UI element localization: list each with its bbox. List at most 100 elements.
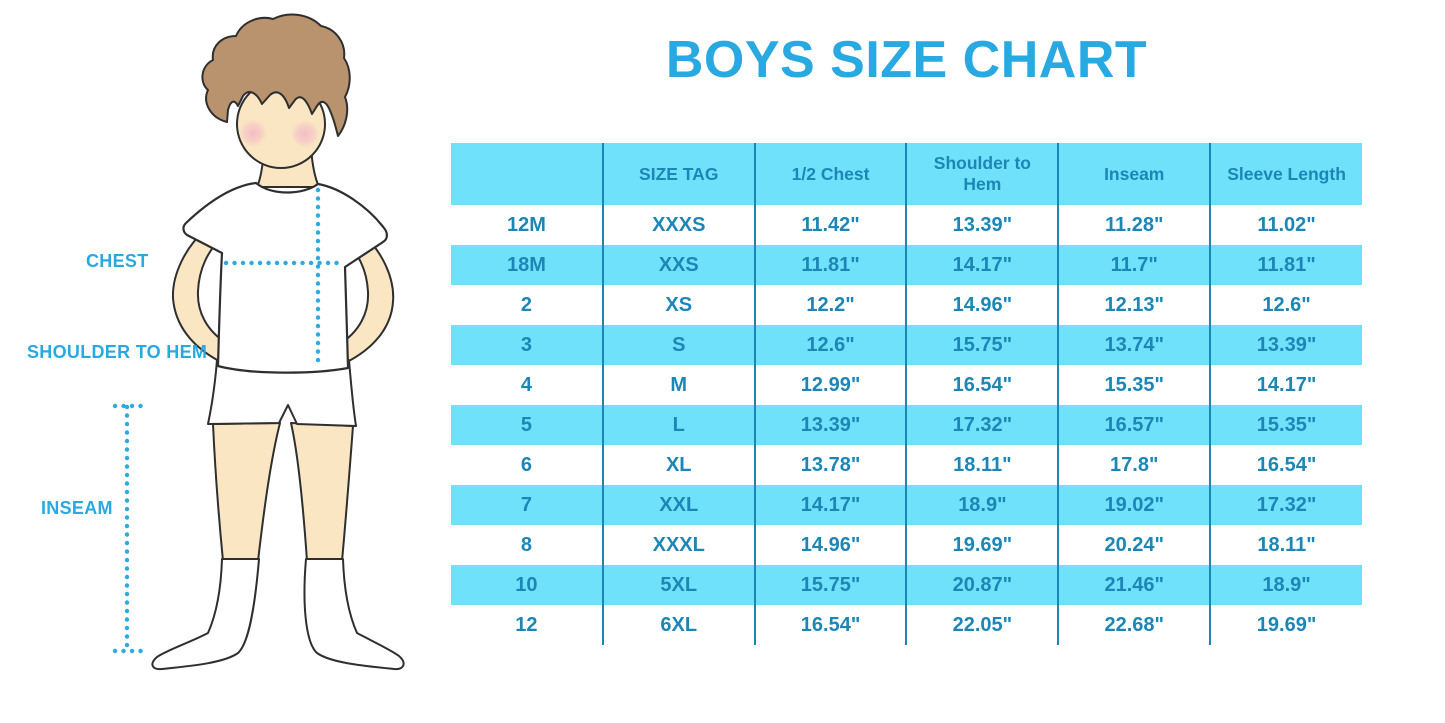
measurement-cell: 16.54" — [906, 365, 1060, 405]
header-label: Inseam — [1104, 163, 1165, 184]
measurement-cell: 15.75" — [906, 325, 1060, 365]
size-label-cell: 18M — [451, 245, 604, 285]
header-label: SIZE TAG — [639, 163, 719, 184]
size-table: SIZE TAG 1/2 Chest Shoulder to Hem Insea… — [451, 143, 1362, 645]
measurement-cell: 12.6" — [754, 325, 908, 365]
measurement-cell: 11.02" — [1210, 205, 1362, 245]
size-label-cell: 7 — [451, 485, 604, 525]
figure-area: CHEST SHOULDER TO HEM INSEAM — [0, 0, 450, 723]
measurement-cell: 12.99" — [754, 365, 908, 405]
measurement-cell: 20.24" — [1058, 525, 1212, 565]
measurement-cell: XL — [602, 445, 756, 485]
size-label-cell: 5 — [451, 405, 604, 445]
header-row: SIZE TAG 1/2 Chest Shoulder to Hem Insea… — [451, 143, 1362, 205]
measurement-cell: 12.6" — [1210, 285, 1362, 325]
table-row: 10 5XL 15.75" 20.87" 21.46" 18.9" — [451, 565, 1362, 605]
shoulder-to-hem-label: SHOULDER TO HEM — [27, 342, 208, 362]
header-cell-size-tag: SIZE TAG — [602, 143, 756, 205]
measurement-cell: 20.87" — [906, 565, 1060, 605]
table-row: 4 M 12.99" 16.54" 15.35" 14.17" — [451, 365, 1362, 405]
header-cell-size — [451, 143, 604, 205]
measurement-cell: 5XL — [602, 565, 756, 605]
measurement-cell: 16.54" — [1210, 445, 1362, 485]
measurement-cell: 6XL — [602, 605, 756, 645]
header-label: Shoulder to Hem — [933, 153, 1031, 194]
measurement-cell: 19.69" — [1210, 605, 1362, 645]
table-row: 8 XXXL 14.96" 19.69" 20.24" 18.11" — [451, 525, 1362, 565]
measurement-cell: 22.68" — [1058, 605, 1212, 645]
page-title: BOYS SIZE CHART — [665, 31, 1148, 89]
measurement-cell: 16.57" — [1058, 405, 1212, 445]
table-row: 18M XXS 11.81" 14.17" 11.7" 11.81" — [451, 245, 1362, 285]
table-row: 2 XS 12.2" 14.96" 12.13" 12.6" — [451, 285, 1362, 325]
boy-illustration — [112, 13, 405, 671]
size-label-cell: 4 — [451, 365, 604, 405]
boy-shorts — [207, 359, 357, 427]
measurement-cell: XXXL — [602, 525, 756, 565]
size-label-cell: 8 — [451, 525, 604, 565]
measurement-cell: 22.05" — [906, 605, 1060, 645]
size-label-cell: 10 — [451, 565, 604, 605]
measurement-cell: 19.02" — [1058, 485, 1212, 525]
measurement-cell: 15.35" — [1210, 405, 1362, 445]
measurement-cell: 21.46" — [1058, 565, 1212, 605]
size-label-cell: 3 — [451, 325, 604, 365]
measurement-cell: 16.54" — [754, 605, 908, 645]
table-row: 3 S 12.6" 15.75" 13.74" 13.39" — [451, 325, 1362, 365]
boy-left-leg — [212, 422, 281, 562]
measurement-cell: S — [602, 325, 756, 365]
measurement-cell: 18.9" — [1210, 565, 1362, 605]
boy-shirt — [182, 181, 388, 374]
measurement-cell: 14.96" — [754, 525, 908, 565]
header-label: Sleeve Length — [1227, 163, 1346, 184]
measurement-cell: 11.7" — [1058, 245, 1212, 285]
boy-right-leg — [290, 422, 354, 562]
table-row: 6 XL 13.78" 18.11" 17.8" 16.54" — [451, 445, 1362, 485]
measurement-cell: 14.17" — [906, 245, 1060, 285]
measurement-cell: 15.35" — [1058, 365, 1212, 405]
measurement-cell: 13.39" — [906, 205, 1060, 245]
measurement-cell: 18.11" — [1210, 525, 1362, 565]
measurement-cell: 17.32" — [1210, 485, 1362, 525]
header-label: 1/2 Chest — [791, 163, 870, 184]
measurement-cell: 19.69" — [906, 525, 1060, 565]
measurement-cell: 12.2" — [754, 285, 908, 325]
table-row: 7 XXL 14.17" 18.9" 19.02" 17.32" — [451, 485, 1362, 525]
size-table-body: 12M XXXS 11.42" 13.39" 11.28" 11.02" 18M XXS 11.… — [451, 205, 1362, 645]
header-cell-shoulder-to-hem: Shoulder to Hem — [906, 143, 1060, 205]
size-label-cell: 6 — [451, 445, 604, 485]
measurement-cell: 15.75" — [754, 565, 908, 605]
measurement-cell: L — [602, 405, 756, 445]
chest-label: CHEST — [86, 251, 149, 271]
measurement-cell: 17.32" — [906, 405, 1060, 445]
measurement-cell: 13.74" — [1058, 325, 1212, 365]
size-label-cell: 2 — [451, 285, 604, 325]
measurement-cell: 11.42" — [754, 205, 908, 245]
size-label-cell: 12M — [451, 205, 604, 245]
boy-left-sock — [151, 558, 260, 671]
size-table-header: SIZE TAG 1/2 Chest Shoulder to Hem Insea… — [451, 143, 1362, 205]
measurement-cell: 14.17" — [754, 485, 908, 525]
table-row: 5 L 13.39" 17.32" 16.57" 15.35" — [451, 405, 1362, 445]
measurement-cell: 13.78" — [754, 445, 908, 485]
header-cell-inseam: Inseam — [1058, 143, 1212, 205]
measurement-cell: XXL — [602, 485, 756, 525]
measurement-cell: XXXS — [602, 205, 756, 245]
measurement-cell: 13.39" — [754, 405, 908, 445]
measurement-cell: XXS — [602, 245, 756, 285]
measurement-cell: M — [602, 365, 756, 405]
measurement-cell: 12.13" — [1058, 285, 1212, 325]
measurement-cell: 18.9" — [906, 485, 1060, 525]
measurement-cell: 11.28" — [1058, 205, 1212, 245]
size-label-cell: 12 — [451, 605, 604, 645]
measurement-cell: 17.8" — [1058, 445, 1212, 485]
measurement-cell: 14.96" — [906, 285, 1060, 325]
header-cell-sleeve-length: Sleeve Length — [1210, 143, 1362, 205]
measurement-cell: XS — [602, 285, 756, 325]
table-row: 12 6XL 16.54" 22.05" 22.68" 19.69" — [451, 605, 1362, 645]
measurement-cell: 11.81" — [754, 245, 908, 285]
boy-right-cheek — [291, 120, 319, 148]
measurement-cell: 11.81" — [1210, 245, 1362, 285]
boy-left-cheek — [239, 119, 267, 147]
